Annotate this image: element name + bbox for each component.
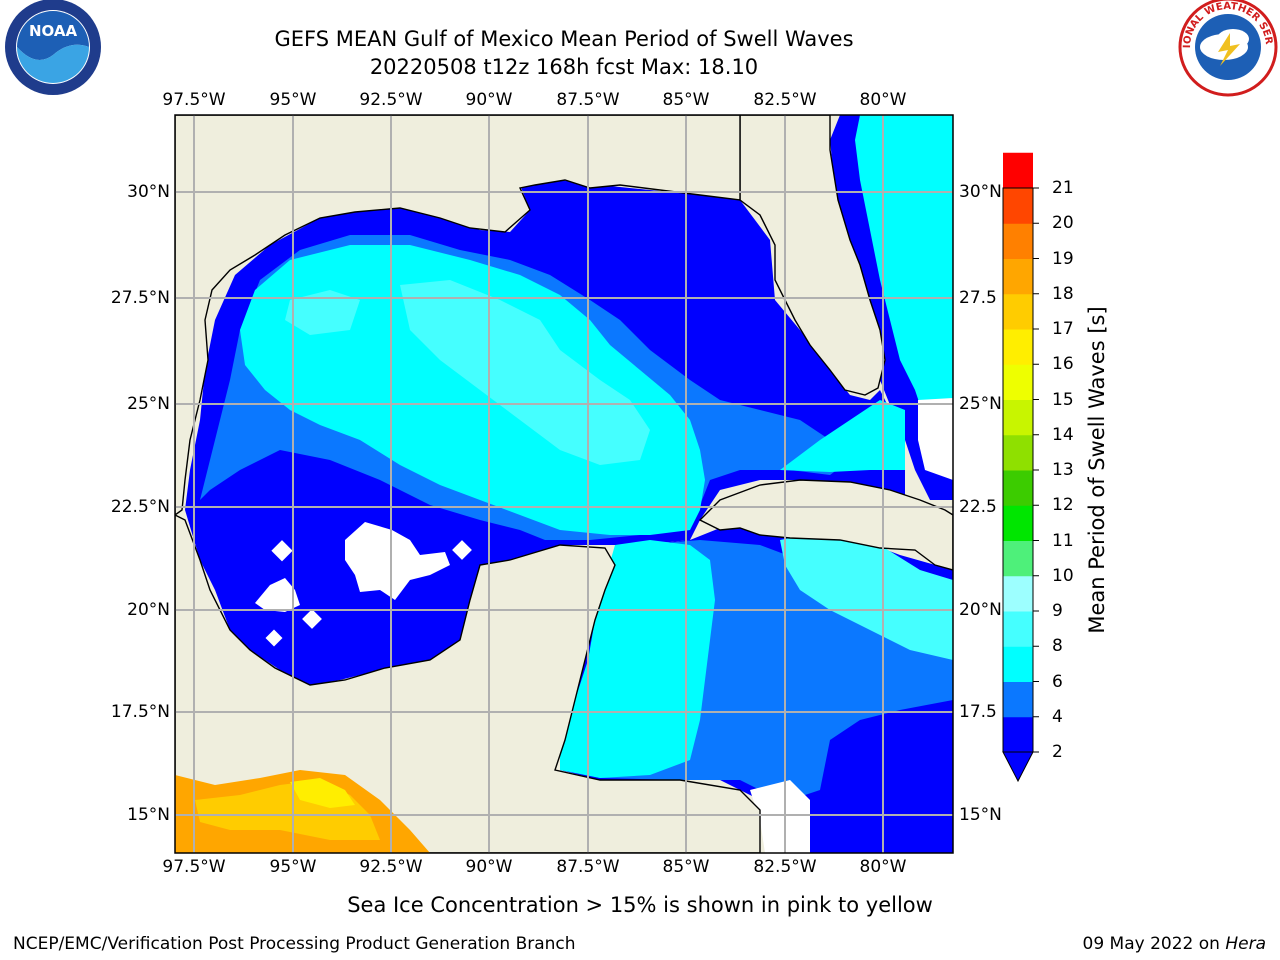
x-tick-bottom-3: 92.5°W — [359, 857, 423, 877]
mask-gulf-5 — [302, 609, 322, 629]
colorbar-band — [1003, 540, 1033, 577]
colorbar-title: Mean Period of Swell Waves [s] — [1085, 306, 1109, 634]
colorbar-tick-label: 8 — [1052, 636, 1063, 657]
x-tick-bottom-5: 87.5°W — [556, 857, 620, 877]
us-gulf-coast-land — [175, 115, 741, 516]
colorbar-band — [1003, 223, 1033, 259]
florida-land — [739, 115, 886, 396]
colorbar-tick-label: 2 — [1052, 742, 1063, 762]
map-title: GEFS MEAN Gulf of Mexico Mean Period of … — [274, 27, 854, 51]
colorbar-bands — [1003, 152, 1033, 753]
y-tick-right-1: 30°N — [959, 182, 1002, 202]
y-tick-right-4: 22.5 — [959, 497, 997, 517]
caribbean-east-core — [780, 530, 953, 660]
colorbar-band — [1003, 364, 1033, 400]
gulf-patch-2 — [285, 290, 360, 335]
colorbar-tick-label: 13 — [1052, 460, 1074, 480]
colorbar-tick-label: 9 — [1052, 601, 1063, 621]
colorbar-extend-arrow — [1002, 751, 1034, 783]
y-tick-left-5: 20°N — [127, 600, 170, 620]
colorbar-tick-label: 15 — [1052, 389, 1074, 410]
colorbar-tick-label: 11 — [1052, 530, 1074, 551]
straits-core-zone — [780, 400, 905, 472]
mask-bahamas — [918, 398, 953, 480]
colorbar-tick-marks — [1033, 187, 1039, 753]
y-tick-left-4: 22.5°N — [110, 497, 170, 517]
y-tick-left-7: 15°N — [127, 805, 170, 825]
x-tick-top-5: 87.5°W — [556, 90, 620, 110]
colorbar-tick-label: 19 — [1052, 248, 1074, 269]
colorbar-tick-label: 20 — [1052, 213, 1074, 234]
footer-date: 09 May 2022 on Hera — [1083, 934, 1267, 954]
x-tick-bottom-2: 95°W — [269, 857, 317, 877]
yucatan-channel-core — [560, 540, 715, 778]
mask-gulf-3 — [452, 540, 472, 560]
x-tick-top-1: 97.5°W — [162, 90, 226, 110]
x-tick-bottom-1: 97.5°W — [162, 857, 226, 877]
colorbar-band — [1003, 716, 1033, 753]
y-tick-left-1: 30°N — [127, 182, 170, 202]
colorbar-band — [1003, 505, 1033, 541]
map-subtitle: 20220508 t12z 168h fcst Max: 18.10 — [369, 55, 759, 79]
colorbar-band — [1003, 293, 1033, 330]
y-tick-right-3: 25°N — [959, 394, 1002, 414]
colorbar-tick-label: 16 — [1052, 354, 1074, 375]
mask-gulf-4 — [255, 578, 300, 612]
y-tick-left-2: 27.5°N — [110, 288, 170, 308]
colorbar-tick-label: 14 — [1052, 424, 1074, 445]
map-frame — [174, 114, 954, 854]
colorbar-tick-label: 17 — [1052, 319, 1074, 339]
y-tick-left-3: 25°N — [127, 394, 170, 414]
x-tick-bottom-4: 90°W — [465, 857, 513, 877]
mask-gulf-1 — [345, 522, 450, 600]
cuba-land — [698, 479, 953, 571]
mask-gulf-6 — [265, 629, 283, 647]
x-tick-top-7: 82.5°W — [753, 90, 817, 110]
colorbar-band — [1003, 611, 1033, 647]
x-tick-bottom-6: 85°W — [662, 857, 710, 877]
y-tick-right-2: 27.5 — [959, 288, 997, 308]
colorbar-band — [1003, 646, 1033, 682]
colorbar-tick-label: 21 — [1052, 178, 1074, 198]
colorbar-band — [1003, 188, 1033, 224]
y-tick-right-5: 20°N — [959, 600, 1002, 620]
colorbar-band — [1003, 681, 1033, 718]
footer-date-text: 09 May 2022 on — [1082, 934, 1226, 954]
colorbar-tick-label: 6 — [1052, 671, 1063, 692]
sea-ice-note: Sea Ice Concentration > 15% is shown in … — [347, 893, 933, 917]
colorbar-band — [1003, 152, 1033, 189]
colorbar-band — [1003, 399, 1033, 436]
footer-branch: NCEP/EMC/Verification Post Processing Pr… — [13, 934, 576, 954]
colorbar-band — [1003, 329, 1033, 365]
x-tick-top-6: 85°W — [662, 90, 710, 110]
colorbar-band — [1003, 434, 1033, 471]
colorbar-tick-label: 10 — [1052, 565, 1074, 586]
footer-host: Hera — [1225, 934, 1266, 954]
x-tick-bottom-7: 82.5°W — [753, 857, 817, 877]
colorbar-band — [1003, 258, 1033, 295]
y-tick-left-6: 17.5°N — [110, 702, 170, 722]
mask-caribbean — [750, 780, 810, 853]
pacific-sea-ice-peak — [290, 778, 355, 808]
y-tick-right-6: 17.5 — [959, 702, 997, 722]
colorbar-band — [1003, 575, 1033, 612]
x-tick-bottom-8: 80°W — [859, 857, 907, 877]
x-tick-top-8: 80°W — [859, 90, 907, 110]
colorbar-tick-label: 18 — [1052, 283, 1074, 304]
x-tick-top-2: 95°W — [269, 90, 317, 110]
map-gridlines — [175, 115, 953, 853]
mexico-land — [175, 514, 761, 853]
colorbar-tick-label: 4 — [1052, 706, 1063, 727]
colorbar-tick-label: 12 — [1052, 495, 1074, 516]
colorbar-band — [1003, 470, 1033, 506]
x-tick-top-4: 90°W — [465, 90, 513, 110]
y-tick-right-7: 15°N — [959, 805, 1002, 825]
x-tick-top-3: 92.5°W — [359, 90, 423, 110]
